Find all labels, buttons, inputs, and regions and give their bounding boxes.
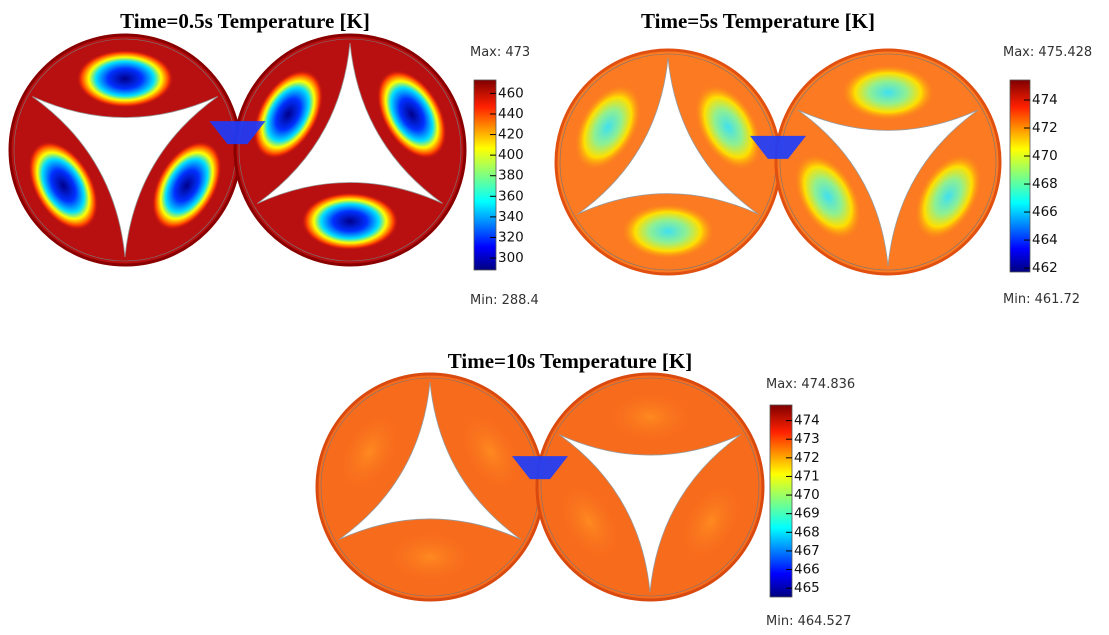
outline xyxy=(779,53,997,271)
outline xyxy=(540,377,760,597)
temperature-region xyxy=(602,388,698,446)
max-label: Max: 473 xyxy=(470,45,530,60)
temperature-region xyxy=(676,478,745,566)
colorbar-tick-label: 468 xyxy=(1032,176,1058,192)
rotor xyxy=(577,57,759,215)
rotor xyxy=(257,43,443,204)
colorbar-tick-label: 460 xyxy=(498,85,524,101)
colorbar-tick-label: 466 xyxy=(1032,204,1058,220)
rotor xyxy=(32,96,218,257)
colorbar-tick-label: 466 xyxy=(794,562,820,578)
colorbar-tick-label: 360 xyxy=(498,188,524,204)
colorbar-tick-label: 470 xyxy=(1032,148,1058,164)
colorbar-tick-label: 473 xyxy=(794,431,820,447)
panel: Time=5s Temperature [K] Max: 475.428 Min: … xyxy=(554,9,1092,307)
panel-title: Time=5s Temperature [K] xyxy=(641,9,875,33)
outline xyxy=(238,38,462,262)
temperature-region xyxy=(28,141,98,230)
colorbar-tick-label: 470 xyxy=(794,487,820,503)
min-label: Min: 288.4 xyxy=(470,293,539,308)
colorbar-tick-label: 464 xyxy=(1032,232,1058,248)
temperature-region xyxy=(620,203,716,260)
panel: Time=0.5s Temperature [K] Max: 473 Min: 28… xyxy=(8,9,539,308)
panel-title: Time=10s Temperature [K] xyxy=(448,349,693,373)
colorbar xyxy=(769,404,793,598)
colorbar-tick-label: 469 xyxy=(794,506,820,522)
temperature-region xyxy=(914,153,982,240)
colorbar-tick-label: 471 xyxy=(794,468,820,484)
colorbar-tick-label: 474 xyxy=(1032,92,1058,108)
temperature-region xyxy=(377,70,447,159)
colorbar-tick-label: 474 xyxy=(794,413,820,429)
temperature-region xyxy=(574,84,642,171)
temperature-region xyxy=(794,153,862,240)
temperature-region xyxy=(382,528,478,586)
colorbar-tick-label: 380 xyxy=(498,168,524,184)
colorbar xyxy=(473,79,497,271)
colorbar-tick-label: 300 xyxy=(498,250,524,266)
colorbar-tick-label: 472 xyxy=(1032,120,1058,136)
min-label: Min: 464.527 xyxy=(766,614,851,629)
colorbar-tick-label: 400 xyxy=(498,147,524,163)
temperature-region xyxy=(335,408,404,496)
rotor xyxy=(797,109,979,267)
temperature-region xyxy=(555,478,624,566)
temperature-region xyxy=(152,141,222,230)
cold-inlet xyxy=(209,121,266,145)
colorbar-tick-label: 465 xyxy=(794,580,820,596)
colorbar-tick-label: 420 xyxy=(498,127,524,143)
max-label: Max: 474.836 xyxy=(766,377,855,392)
colorbar-tick-label: 472 xyxy=(794,450,820,466)
panel: Time=10s Temperature [K] Max: 474.836 Min:… xyxy=(315,349,855,629)
temperature-region xyxy=(301,192,399,251)
colorbar-tick-label: 320 xyxy=(498,229,524,245)
colorbar xyxy=(1009,79,1031,273)
colorbar-tick-label: 340 xyxy=(498,209,524,225)
max-label: Max: 475.428 xyxy=(1003,45,1092,60)
rotor xyxy=(338,381,522,540)
cold-inlet xyxy=(512,456,568,480)
temperature-region xyxy=(840,64,936,121)
temperature-region xyxy=(253,70,323,159)
colorbar-tick-label: 468 xyxy=(794,524,820,540)
colorbar-tick-label: 467 xyxy=(794,543,820,559)
rotor xyxy=(558,434,742,593)
cold-inlet xyxy=(750,135,806,159)
colorbar-tick-label: 440 xyxy=(498,106,524,122)
temperature-region xyxy=(76,49,174,108)
temperature-region xyxy=(694,84,762,171)
colorbar-tick-label: 462 xyxy=(1032,260,1058,276)
min-label: Min: 461.72 xyxy=(1003,292,1080,307)
temperature-region xyxy=(456,408,525,496)
panel-title: Time=0.5s Temperature [K] xyxy=(120,9,370,33)
